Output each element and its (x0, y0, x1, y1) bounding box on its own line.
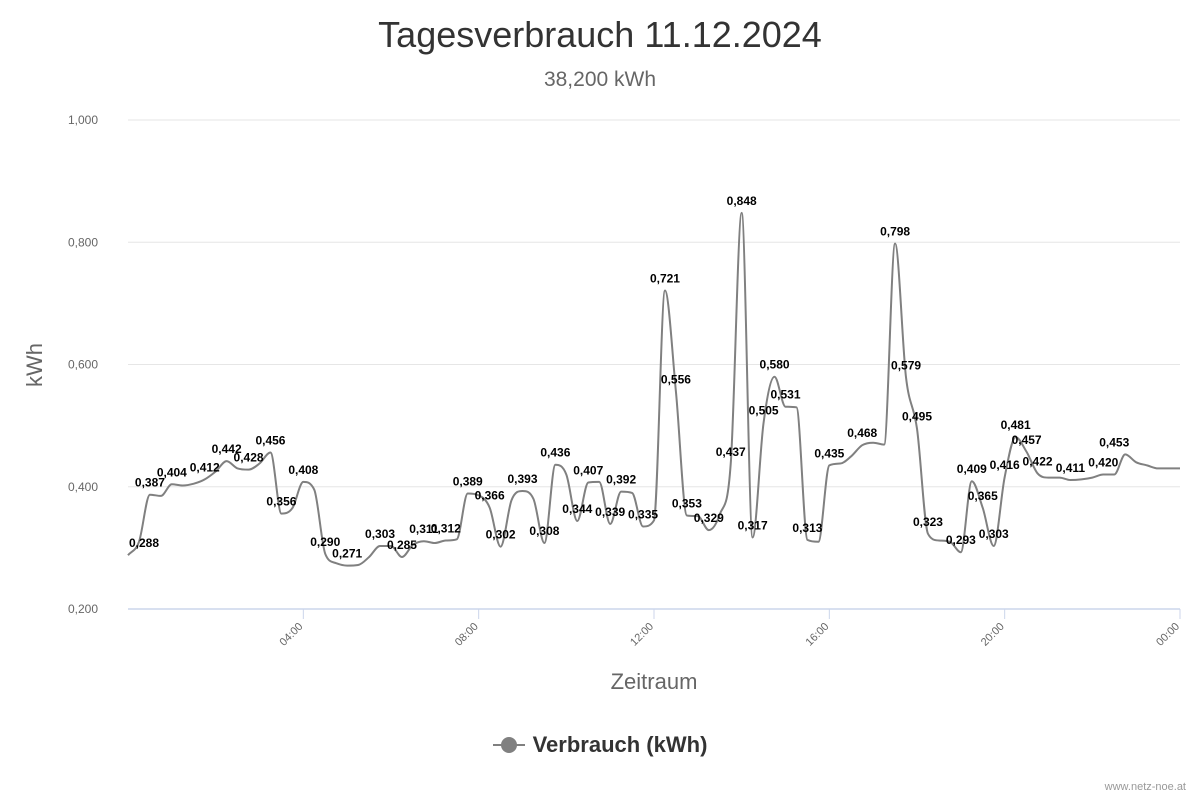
data-label: 0,303 (365, 527, 395, 541)
data-label: 0,411 (1056, 461, 1086, 475)
y-axis-ticks: 0,200 0,400 0,600 0,800 1,000 (68, 113, 98, 616)
data-label: 0,329 (694, 511, 724, 525)
data-label: 0,481 (1001, 418, 1031, 432)
legend-label: Verbrauch (kWh) (532, 732, 708, 757)
data-label: 0,848 (727, 194, 757, 208)
data-label: 0,408 (288, 463, 318, 477)
data-label: 0,317 (738, 518, 768, 532)
data-label: 0,387 (135, 476, 165, 490)
data-label: 0,412 (190, 460, 220, 474)
data-label: 0,420 (1088, 456, 1118, 470)
chart-subtitle: 38,200 kWh (543, 68, 657, 91)
data-label: 0,393 (507, 472, 537, 486)
data-label: 0,422 (1023, 454, 1053, 468)
x-tick-label: 16:00 (804, 621, 832, 649)
data-label: 0,302 (486, 528, 516, 542)
data-label: 0,409 (957, 462, 987, 476)
data-label: 0,495 (902, 410, 932, 424)
y-axis-title: kWh (22, 343, 47, 387)
x-tick-label: 00:00 (1154, 621, 1182, 649)
data-label: 0,293 (946, 533, 976, 547)
data-label: 0,392 (606, 473, 636, 487)
data-label: 0,798 (880, 224, 910, 238)
data-label: 0,436 (540, 446, 570, 460)
data-label: 0,365 (968, 489, 998, 503)
data-label: 0,437 (716, 445, 746, 459)
legend-dot-icon (500, 737, 517, 753)
data-label: 0,453 (1099, 435, 1129, 449)
data-label: 0,416 (990, 458, 1020, 472)
y-tick-label: 0,400 (68, 480, 98, 494)
legend: Verbrauch (kWh) (0, 732, 1200, 760)
y-tick-label: 1,000 (68, 113, 98, 127)
data-label: 0,344 (562, 502, 592, 516)
data-label: 0,335 (628, 507, 658, 521)
legend-item[interactable]: Verbrauch (kWh) (492, 732, 708, 758)
data-label: 0,303 (979, 527, 1009, 541)
data-label: 0,442 (212, 442, 242, 456)
series-line (127, 211, 1180, 567)
y-tick-label: 0,800 (68, 235, 98, 249)
chart-title: Tagesverbrauch 11.12.2024 (378, 14, 822, 55)
data-label: 0,308 (529, 524, 559, 538)
legend-symbol (492, 735, 525, 755)
data-label: 0,313 (792, 521, 822, 535)
data-label: 0,353 (672, 496, 702, 510)
data-label: 0,721 (650, 272, 680, 286)
data-label: 0,312 (431, 522, 461, 536)
x-tick-label: 08:00 (453, 621, 481, 649)
credits-link[interactable]: www.netz-noe.at (1104, 781, 1186, 793)
data-label: 0,556 (661, 372, 691, 386)
data-label: 0,356 (266, 495, 296, 509)
data-label: 0,404 (157, 465, 187, 479)
data-label: 0,407 (573, 463, 603, 477)
data-label: 0,285 (387, 538, 417, 552)
data-label: 0,323 (913, 515, 943, 529)
data-label: 0,311 (409, 522, 439, 536)
data-label: 0,580 (760, 358, 790, 372)
x-tick-label: 04:00 (278, 621, 306, 649)
data-label: 0,457 (1012, 433, 1042, 447)
x-tick-label: 20:00 (979, 621, 1007, 649)
x-tick-label: 12:00 (628, 621, 656, 649)
data-label: 0,389 (453, 474, 483, 488)
data-label: 0,290 (310, 535, 340, 549)
x-axis-title: Zeitraum (611, 669, 698, 694)
grid-lines (128, 119, 1180, 488)
data-label: 0,428 (234, 451, 264, 465)
data-label: 0,579 (891, 358, 921, 372)
y-tick-label: 0,200 (68, 602, 98, 616)
data-label: 0,288 (129, 536, 159, 550)
data-label: 0,505 (749, 404, 779, 418)
x-axis-ticks: 04:00 08:00 12:00 16:00 20:00 00:00 (278, 609, 1182, 649)
data-label: 0,456 (255, 434, 285, 448)
y-tick-label: 0,600 (68, 358, 98, 372)
data-label: 0,271 (332, 547, 362, 561)
data-label: 0,366 (475, 489, 505, 503)
data-label: 0,531 (770, 388, 800, 402)
data-label: 0,435 (814, 446, 844, 460)
data-label: 0,339 (595, 505, 625, 519)
data-label: 0,468 (847, 426, 877, 440)
